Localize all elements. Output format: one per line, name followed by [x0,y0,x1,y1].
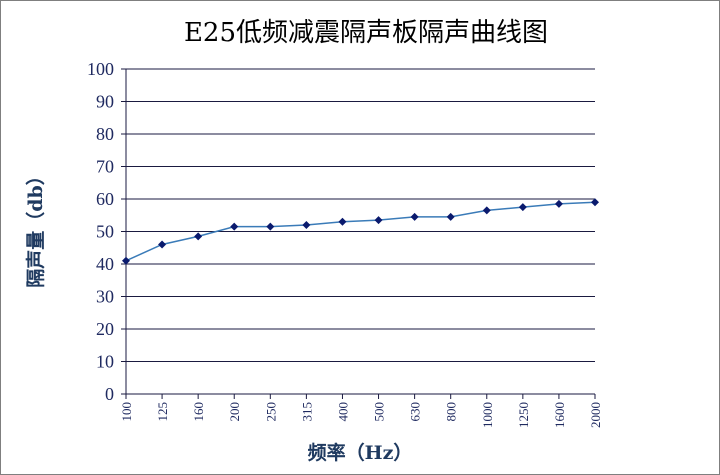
y-tick-label: 0 [105,384,114,404]
y-tick-label: 10 [96,352,114,372]
data-point [591,198,599,207]
data-point [410,212,419,221]
x-tick-label: 100 [119,402,134,422]
data-point [554,199,563,208]
y-axis-label: 隔声量（db） [24,166,47,288]
x-tick-label: 630 [408,402,423,422]
x-tick-label: 160 [191,402,206,422]
data-point [122,256,130,265]
x-tick-label: 800 [444,402,459,422]
series-line [125,201,596,262]
y-tick-label: 20 [96,319,114,339]
x-tick-label: 1250 [516,402,531,428]
data-point [374,216,383,225]
x-tick-label: 125 [155,402,170,422]
series-layer [122,198,599,265]
x-axis-ticks: 100 125 160 200 250 315 400 500 630 800 1000 1250 16… [119,402,603,428]
data-point [266,222,275,231]
y-tick-label: 30 [96,287,114,307]
data-point [446,212,455,221]
x-tick-label: 200 [227,402,242,422]
data-point [302,221,311,229]
x-tick-label: 2000 [588,402,603,428]
x-axis-label: 频率（Hz） [308,441,413,464]
y-tick-label: 70 [96,157,114,177]
data-point [194,232,203,241]
grid-lines [121,68,596,399]
x-tick-label: 1600 [552,402,567,428]
x-tick-label: 1000 [480,402,495,428]
data-point [482,206,491,215]
y-axis-ticks: 0 10 20 30 40 50 60 70 80 90 100 [87,59,114,404]
data-point [518,203,527,212]
x-tick-label: 400 [335,402,350,422]
x-tick-label: 500 [372,402,387,422]
y-tick-label: 80 [96,124,114,144]
x-tick-label: 250 [263,402,278,422]
chart-title: E25低频减震隔声板隔声曲线图 [184,18,548,48]
y-tick-label: 100 [87,59,114,79]
y-tick-label: 50 [96,222,114,242]
data-point [158,240,167,249]
y-tick-label: 40 [96,254,114,274]
x-tick-label: 315 [299,402,314,422]
data-point [230,222,239,231]
y-tick-label: 60 [96,189,114,209]
y-tick-label: 90 [96,92,114,112]
data-point [338,217,347,226]
